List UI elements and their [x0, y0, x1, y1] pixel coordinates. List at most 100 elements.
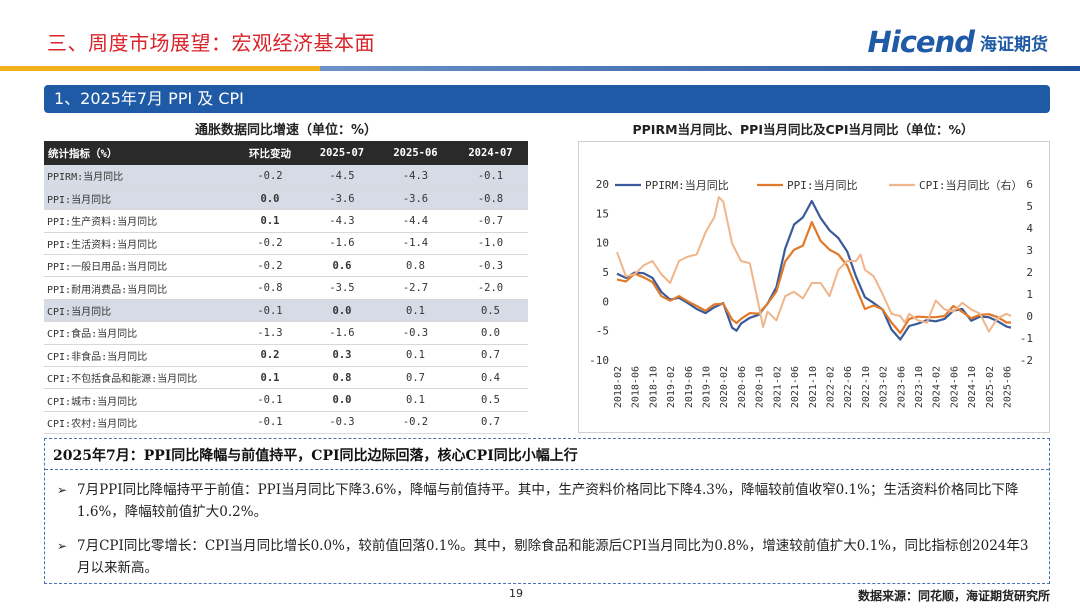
y-left-tick-label: 5: [602, 266, 609, 279]
y-right-tick-label: 3: [1026, 244, 1033, 257]
table-cell: -3.6: [306, 187, 378, 211]
table-row: CPI:食品:当月同比 -1.3 -1.6 -0.3 0.0: [44, 321, 528, 345]
table-row: PPI:当月同比 0.0 -3.6 -3.6 -0.8: [44, 187, 528, 211]
y-left-tick-label: 0: [602, 295, 609, 308]
y-left-tick-label: -5: [596, 325, 609, 338]
table-cell: 0.1: [378, 299, 453, 323]
page-number: 19: [509, 587, 523, 600]
summary-bullet-text: 7月PPI同比降幅持平于前值：PPI当月同比下降3.6%，降幅与前值持平。其中，…: [77, 482, 1019, 520]
table-title: 通胀数据同比增速（单位：%）: [194, 123, 378, 138]
y-right-tick-label: 5: [1026, 200, 1033, 213]
table-row: PPI:一般日用品:当月同比 -0.2 0.6 0.8 -0.3: [44, 254, 528, 278]
table-row: PPI:耐用消费品:当月同比 -0.8 -3.5 -2.7 -2.0: [44, 276, 528, 300]
table-cell: -4.3: [306, 209, 378, 233]
x-tick-label: 2018-06: [631, 366, 642, 408]
legend-label: PPI:当月同比: [787, 178, 858, 192]
table-cell: 0.7: [453, 411, 528, 435]
x-tick-label: 2023-10: [914, 366, 925, 408]
header-divider: [0, 66, 1080, 71]
table-cell: -1.4: [378, 232, 453, 256]
inflation-chart: 20 15 10 5 0 -5 -10 6 5 4 3 2 1 0 -1 -2 2018-02 2018-06 20…: [578, 141, 1050, 433]
table-row: PPIRM:当月同比 -0.2 -4.5 -4.3 -0.1: [44, 165, 528, 188]
y-right-tick-label: 4: [1026, 222, 1033, 235]
y-right-tick-label: -1: [1020, 332, 1033, 345]
x-tick-label: 2024-06: [949, 366, 960, 408]
summary-box: 2025年7月：PPI同比降幅与前值持平，CPI同比边际回落，核心CPI同比小幅…: [44, 438, 1050, 584]
x-tick-label: 2020-02: [719, 366, 730, 408]
row-label: CPI:城市:当月同比: [44, 388, 234, 412]
table-row: PPI:生活资料:当月同比 -0.2 -1.6 -1.4 -1.0: [44, 232, 528, 256]
x-tick-label: 2018-02: [613, 366, 624, 408]
series-line: [616, 196, 1012, 333]
column-header: 统计指标（%）: [44, 141, 234, 165]
table-cell: -0.3: [306, 411, 378, 435]
y-right-tick-label: 0: [1026, 310, 1033, 323]
y-right-tick-label: -2: [1020, 354, 1033, 367]
table-cell: 0.1: [378, 388, 453, 412]
table-cell: -0.1: [234, 388, 306, 412]
y-right-tick-label: 1: [1026, 288, 1033, 301]
x-tick-label: 2020-06: [737, 366, 748, 408]
table-cell: -2.7: [378, 276, 453, 300]
legend-label: CPI:当月同比（右）: [919, 178, 1023, 192]
table-cell: 0.8: [378, 254, 453, 278]
table-cell: 0.1: [378, 344, 453, 368]
table-cell: -4.4: [378, 209, 453, 233]
company-logo: Hicend 海证期货: [868, 22, 1048, 62]
summary-bullet: ➢ 7月PPI同比降幅持平于前值：PPI当月同比下降3.6%，降幅与前值持平。其…: [57, 479, 1037, 523]
table-cell: -0.7: [453, 209, 528, 233]
slide-title: 三、周度市场展望：宏观经济基本面: [47, 31, 375, 55]
column-header: 2024-07: [453, 141, 528, 165]
x-tick-label: 2025-02: [985, 366, 996, 408]
row-label: PPI:当月同比: [44, 187, 234, 211]
table-cell: -1.6: [306, 321, 378, 345]
logo-text-en: Hicend: [867, 25, 975, 59]
x-tick-label: 2023-02: [879, 366, 890, 408]
column-header: 2025-06: [378, 141, 453, 165]
row-label: PPI:一般日用品:当月同比: [44, 254, 234, 278]
data-source: 数据来源：同花顺，海证期货研究所: [857, 589, 1050, 603]
table-row: CPI:非食品:当月同比 0.2 0.3 0.1 0.7: [44, 344, 528, 368]
y-left-tick-label: 15: [596, 207, 609, 220]
y-right-tick-label: 2: [1026, 266, 1033, 279]
table-cell: 0.1: [234, 366, 306, 390]
table-cell: -0.2: [234, 232, 306, 256]
row-label: CPI:非食品:当月同比: [44, 344, 234, 368]
table-cell: 0.6: [306, 254, 378, 278]
table-cell: 0.3: [306, 344, 378, 368]
row-label: PPI:耐用消费品:当月同比: [44, 276, 234, 300]
table-cell: -0.2: [234, 254, 306, 278]
row-label: CPI:不包括食品和能源:当月同比: [44, 366, 234, 390]
x-tick-label: 2022-06: [843, 366, 854, 408]
table-cell: -0.1: [453, 165, 528, 188]
bullet-arrow-icon: ➢: [57, 483, 68, 497]
summary-divider: [45, 469, 1049, 470]
table-row: CPI:当月同比 -0.1 0.0 0.1 0.5: [44, 299, 528, 323]
table-cell: -0.8: [234, 276, 306, 300]
series-line: [616, 220, 1011, 335]
table-row: PPI:生产资料:当月同比 0.1 -4.3 -4.4 -0.7: [44, 209, 528, 233]
table-cell: 0.0: [453, 321, 528, 345]
table-cell: -0.3: [378, 321, 453, 345]
row-label: CPI:食品:当月同比: [44, 321, 234, 345]
table-cell: 0.1: [234, 209, 306, 233]
row-label: PPI:生活资料:当月同比: [44, 232, 234, 256]
x-tick-label: 2020-10: [755, 366, 766, 408]
table-cell: -0.1: [234, 299, 306, 323]
x-tick-label: 2019-10: [702, 366, 713, 408]
table-cell: -1.0: [453, 232, 528, 256]
x-tick-label: 2023-06: [896, 366, 907, 408]
row-label: PPI:生产资料:当月同比: [44, 209, 234, 233]
table-cell: -0.2: [378, 411, 453, 435]
table-cell: -0.3: [453, 254, 528, 278]
table-cell: -0.2: [234, 165, 306, 188]
table-cell: -4.3: [378, 165, 453, 188]
series-line: [616, 199, 1012, 341]
row-label: CPI:当月同比: [44, 299, 234, 323]
table-cell: -4.5: [306, 165, 378, 188]
table-cell: 0.7: [453, 344, 528, 368]
chart-title: PPIRM当月同比、PPI当月同比及CPI当月同比（单位：%）: [632, 122, 974, 137]
table-cell: -1.6: [306, 232, 378, 256]
table-header-row: 统计指标（%） 环比变动 2025-07 2025-06 2024-07: [44, 141, 528, 165]
